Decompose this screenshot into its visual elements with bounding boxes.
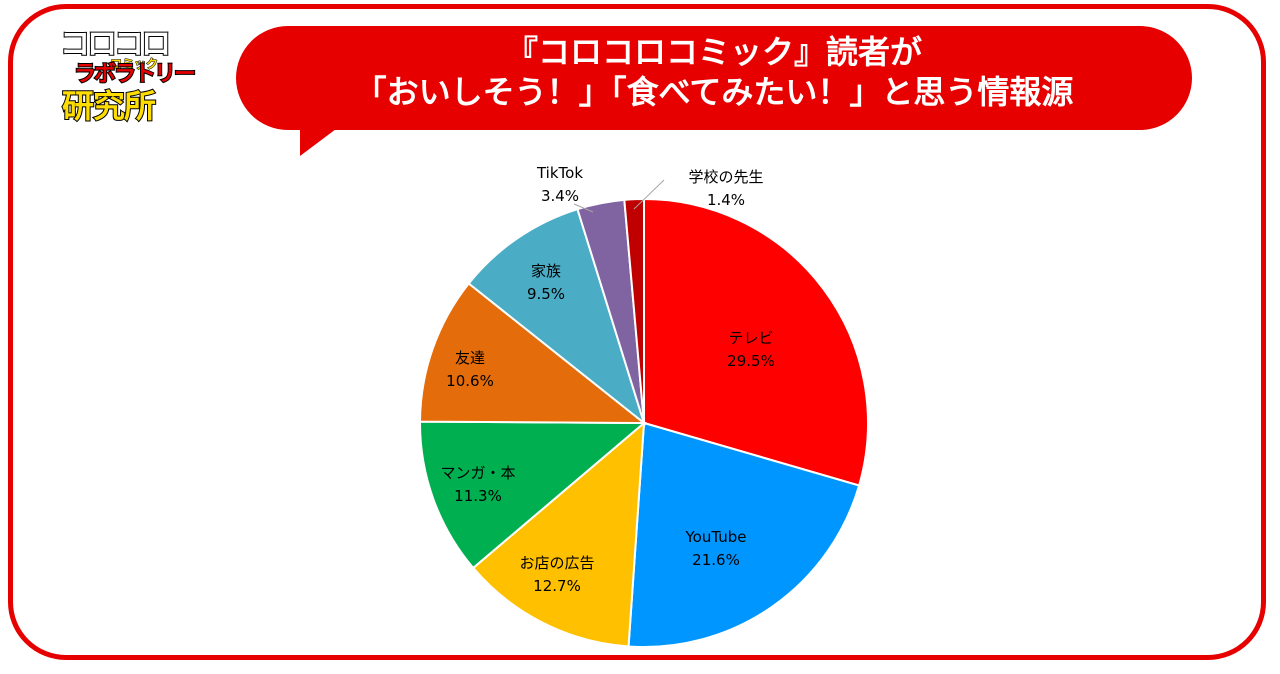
- speech-bubble-tail: [300, 120, 348, 156]
- slice-label-4: マンガ・本: [440, 464, 515, 482]
- slice-value-label-4: 11.3%: [454, 487, 502, 505]
- title-speech-bubble: [236, 26, 1192, 130]
- leader-line-7: [573, 203, 594, 213]
- slice-label-6: 家族: [531, 262, 561, 280]
- slice-label-7: TikTok: [536, 164, 583, 182]
- slice-value-label-2: 21.6%: [692, 551, 740, 569]
- slice-label-2: YouTube: [685, 528, 747, 546]
- logo-line-2: ラボラトリー: [73, 62, 197, 87]
- slice-value-label-5: 10.6%: [446, 372, 494, 390]
- title-line-2: 「おいしそう！」「食べてみたい！」と思う情報源: [354, 73, 1074, 111]
- pie-slice-5: [418, 282, 647, 425]
- pie-slice-6: [467, 207, 646, 426]
- slice-label-1: テレビ: [728, 329, 773, 347]
- logo-line-1: コロコロ: [59, 27, 172, 62]
- logo-line-3: 研究所: [61, 87, 157, 125]
- pie-slice-3: [471, 420, 646, 648]
- pie-slice-4: [419, 420, 647, 570]
- slice-value-label-8: 1.4%: [707, 191, 745, 209]
- logo-line-2-small: コミック: [109, 57, 159, 71]
- slice-value-label-3: 12.7%: [533, 577, 581, 595]
- slice-label-3: お店の広告: [519, 554, 594, 572]
- chart-title: 『コロコロコミック』読者が 「おいしそう！」「食べてみたい！」と思う情報源: [236, 32, 1192, 112]
- slice-value-label-6: 9.5%: [527, 285, 565, 303]
- slice-value-label-1: 29.5%: [727, 352, 775, 370]
- title-line-1: 『コロコロコミック』読者が: [505, 33, 922, 71]
- slice-label-8: 学校の先生: [688, 168, 763, 186]
- leader-line-8: [633, 179, 665, 210]
- pie-slice-1: [643, 197, 869, 487]
- corocoro-laboratory-logo: コロコロ コミック ラボラトリー 研究所: [58, 27, 197, 128]
- slice-label-5: 友達: [455, 349, 485, 367]
- slice-value-label-7: 3.4%: [541, 187, 579, 205]
- pie-slice-2: [627, 421, 861, 648]
